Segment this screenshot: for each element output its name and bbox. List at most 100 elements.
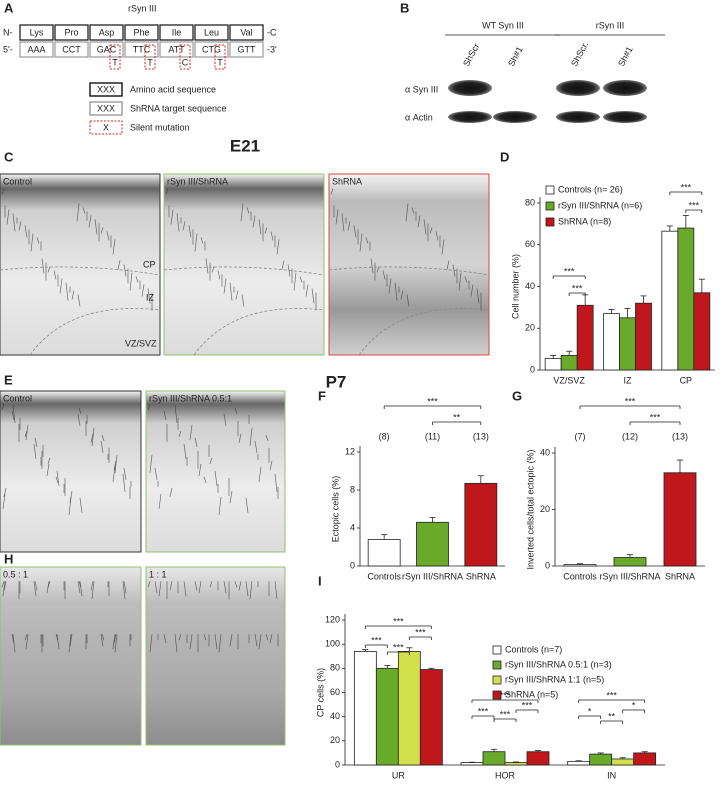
micrograph (0, 390, 142, 553)
neuron-process (252, 215, 256, 228)
y-axis-label: Cell number (%) (510, 254, 520, 319)
panel-title: P7 (326, 372, 347, 391)
neuron-process (174, 634, 178, 653)
x-tick-label: CP (680, 375, 693, 385)
neuron-process (11, 410, 15, 420)
c-terminus: -C (267, 27, 277, 37)
image-label: 0.5 : 1 (3, 569, 28, 579)
codon: AAA (27, 44, 45, 54)
neuron-process (79, 497, 83, 513)
amino-acid: Ile (172, 27, 182, 37)
neuron-process (400, 290, 404, 300)
legend-swatch (89, 120, 123, 135)
neuron-process (245, 581, 249, 597)
bar (482, 751, 506, 766)
legend-swatch (545, 201, 555, 211)
panel-label: G (512, 388, 522, 403)
neuron-process (406, 294, 410, 307)
neuron-process (114, 454, 118, 473)
region-label: VZ/SVZ (125, 338, 157, 348)
legend-swatch (492, 660, 502, 670)
significance-label: *** (625, 396, 636, 406)
neuron-process (1, 403, 5, 410)
amino-acid-box (54, 24, 89, 41)
y-axis-label: Inverted cells/total ectopic (%) (525, 449, 535, 569)
neuron-process (299, 276, 303, 283)
neuron-process (147, 581, 151, 588)
neuron-process (174, 404, 178, 423)
bar (611, 758, 635, 766)
image-label: 1 : 1 (149, 569, 167, 579)
y-tick-label: 20 (525, 323, 535, 333)
silent-mutation: T (147, 57, 153, 67)
neuron-process (234, 581, 238, 588)
neuron-process (198, 463, 202, 476)
neuron-process (114, 634, 118, 653)
codon-box (229, 41, 264, 58)
neuron-process (446, 260, 450, 270)
y-tick-label: 80 (525, 197, 535, 207)
panel-label: D (500, 149, 509, 164)
neuron-process (359, 233, 363, 252)
neuron-process (77, 581, 81, 594)
blot-band (448, 80, 492, 96)
blot-band (493, 111, 537, 123)
x-tick-label: rSyn III/ShRNA (599, 571, 660, 581)
neuron-process (223, 413, 227, 426)
blot-row: α Syn III (405, 84, 438, 94)
x-tick-label: VZ/SVZ (553, 375, 585, 385)
significance-label: *** (681, 182, 692, 192)
micrograph (0, 566, 142, 746)
bar (619, 317, 636, 371)
neuron-process (141, 284, 145, 297)
bar (367, 539, 401, 567)
neuron-process (194, 233, 198, 252)
n-terminus: N- (3, 27, 13, 37)
neuron-process (46, 463, 50, 476)
significance-label: *** (650, 412, 661, 422)
neuron-process (100, 440, 104, 453)
neuron-process (411, 207, 415, 214)
neuron-process (56, 634, 60, 650)
neuron-process (169, 487, 173, 497)
neuron-process (165, 188, 169, 195)
amino-acid-box (229, 24, 264, 41)
blot-band (603, 80, 647, 96)
neuron-process (100, 634, 104, 647)
amino-acid-box (159, 24, 194, 41)
neuron-process (417, 215, 421, 228)
neuron-process (122, 581, 126, 600)
neuron-process (129, 272, 133, 291)
significance-label: *** (606, 690, 617, 700)
neuron-process (33, 581, 37, 597)
codon-box (89, 41, 124, 58)
y-tick-label: 0 (530, 364, 535, 374)
neuron-process (71, 290, 75, 300)
y-axis-label: CP cells (%) (315, 668, 325, 717)
significance-label: *** (415, 627, 426, 637)
image-label: Control (3, 176, 32, 186)
neuron-process (335, 209, 339, 225)
y-tick-label: 40 (330, 711, 340, 721)
three-prime: -3' (267, 44, 277, 54)
legend-swatch (492, 645, 502, 655)
neuron-process (25, 424, 29, 440)
y-tick-label: 0 (545, 560, 550, 570)
bar (663, 472, 697, 567)
image-label: Control (3, 393, 32, 403)
boundary (0, 266, 161, 276)
neuron-process (90, 433, 94, 443)
neuron-process (376, 266, 380, 273)
micrograph (328, 173, 490, 356)
neuron-process (69, 490, 73, 503)
neuron-process (203, 634, 207, 641)
neuron-process (117, 260, 121, 270)
legend-swatch (545, 185, 555, 195)
neuron-process (246, 207, 250, 214)
neuron-process (178, 430, 182, 437)
codon: GTT (238, 44, 256, 54)
neuron-process (163, 410, 167, 420)
neuron-process (241, 294, 245, 307)
neuron-process (211, 266, 215, 273)
y-tick-label: 60 (330, 687, 340, 697)
